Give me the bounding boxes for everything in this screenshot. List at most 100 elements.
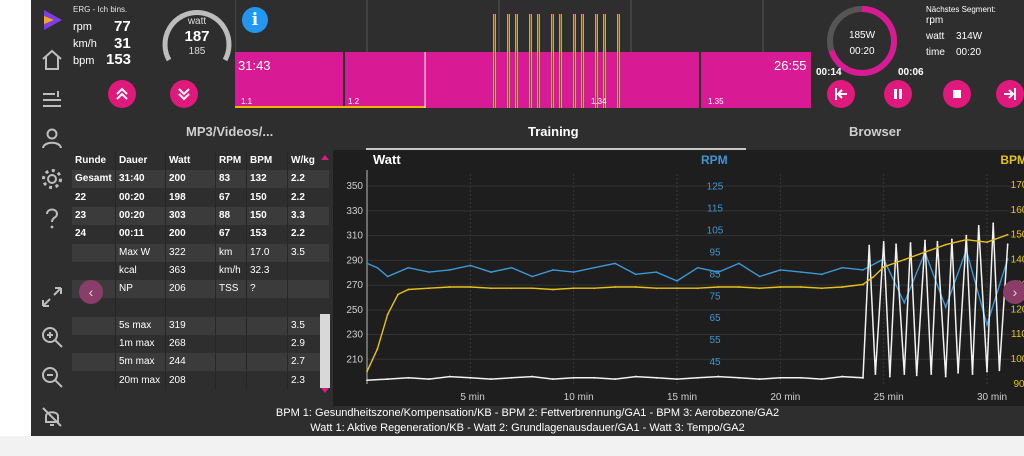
table-cell: 3.5 (287, 316, 329, 335)
segment-progress-ring (827, 6, 897, 76)
data-point-rpm (820, 273, 823, 276)
table-row: NP 206 TSS? (72, 280, 329, 299)
workout-profile: 31:43 26:55 1.1 1.2 1.34 1.35 (234, 0, 811, 112)
table-header-row: Runde Dauer Watt RPM BPM W/kg (72, 152, 329, 170)
table-cell: Max W (115, 243, 165, 262)
help-icon[interactable] (40, 206, 64, 230)
watt-tick-label: 330 (346, 206, 363, 217)
table-cell (287, 298, 329, 317)
table-cell (72, 262, 115, 280)
data-point-watt (407, 376, 410, 379)
table-row: Max W 322 km 17.0 3.5 (72, 243, 329, 262)
data-point-watt (634, 375, 637, 378)
table-cell (246, 335, 287, 353)
zoom-out-icon[interactable] (40, 365, 64, 389)
table-cell: ? (246, 280, 287, 299)
data-point-watt (366, 379, 368, 382)
data-point-watt (909, 242, 912, 244)
table-cell: 2.2 (287, 188, 329, 207)
data-point-bpm (510, 287, 513, 290)
table-scrollbar[interactable] (320, 314, 330, 388)
previous-page-button[interactable]: ‹ (79, 280, 103, 304)
decrease-power-button[interactable] (170, 80, 198, 108)
data-point-bpm (820, 287, 823, 290)
previous-segment-button[interactable] (827, 80, 855, 108)
data-point-bpm (1006, 233, 1009, 236)
data-point-watt (986, 370, 988, 373)
notifications-off-icon[interactable] (40, 405, 64, 429)
table-cell (72, 353, 115, 371)
table-cell: kcal (115, 261, 165, 280)
tab-training[interactable]: Training (528, 124, 579, 139)
zoom-in-icon[interactable] (40, 325, 64, 349)
data-point-bpm (448, 286, 451, 288)
table-cell: 32.3 (246, 261, 287, 280)
expand-icon[interactable] (40, 285, 64, 309)
bpm-tick-label: 140 (1011, 255, 1024, 266)
table-cell: 268 (165, 335, 215, 353)
gauge-target: 185 (188, 46, 206, 57)
table-header-cell: Runde (75, 155, 107, 166)
next-time-value: 00:20 (956, 47, 982, 58)
table-cell (215, 353, 246, 372)
data-point-rpm (552, 269, 554, 271)
data-point-watt (977, 224, 980, 227)
table-cell: 24 (75, 228, 87, 240)
tab-browser[interactable]: Browser (849, 124, 902, 139)
table-cell: 1m max (115, 335, 165, 353)
table-cell: 2.9 (287, 335, 329, 353)
data-point-bpm (696, 287, 699, 290)
chart-background (333, 150, 1024, 406)
data-point-rpm (696, 266, 699, 269)
next-segment-button[interactable] (996, 80, 1024, 108)
table-cell: 5m max (115, 353, 165, 372)
data-point-watt (552, 378, 554, 380)
table-cell: 150 (246, 188, 287, 207)
watt-tick-label: 290 (346, 255, 363, 266)
bpm-tick-label: 150 (1011, 230, 1024, 241)
data-point-rpm (655, 271, 658, 274)
table-cell (72, 372, 115, 390)
table-cell: km/h (215, 261, 246, 280)
data-point-watt (957, 371, 959, 374)
next-watt-value: 314W (956, 31, 983, 42)
data-point-rpm (386, 275, 389, 278)
info-button[interactable]: i (242, 7, 268, 33)
app-logo-icon[interactable] (40, 8, 64, 32)
scroll-up-arrow[interactable] (321, 155, 329, 160)
data-point-watt (841, 375, 844, 378)
data-point-watt (531, 375, 534, 378)
pause-button[interactable] (884, 80, 912, 108)
x-tick-label: 20 min (770, 392, 800, 403)
settings-gear-icon[interactable] (40, 167, 64, 191)
data-point-watt (614, 378, 616, 380)
data-point-rpm (986, 323, 988, 326)
next-page-button[interactable]: › (1003, 280, 1024, 304)
data-point-watt (738, 376, 740, 379)
home-icon[interactable] (40, 48, 64, 72)
data-point-watt (593, 376, 596, 379)
profile-icon[interactable] (40, 126, 64, 150)
stop-button[interactable] (943, 80, 971, 108)
data-point-watt (930, 373, 933, 376)
data-point-rpm (428, 271, 430, 274)
increase-power-button[interactable] (108, 80, 136, 108)
table-cell: 2.2 (287, 225, 329, 244)
table-cell (287, 261, 329, 280)
data-point-rpm (531, 275, 534, 278)
data-point-watt (779, 376, 782, 379)
data-point-watt (998, 369, 1001, 372)
data-point-watt (448, 375, 451, 378)
rpm-tick-label: 85 (709, 269, 721, 280)
table-cell: 303 (165, 206, 215, 225)
tab-media[interactable]: MP3/Videos/... (186, 124, 274, 139)
scroll-down-arrow[interactable] (321, 388, 329, 393)
bpm-tick-label: 100 (1011, 354, 1024, 365)
data-point-watt (676, 378, 678, 380)
heartrate-value: 153 (106, 51, 132, 68)
table-cell: 200 (165, 170, 215, 189)
workout-list-icon[interactable] (40, 88, 64, 112)
elapsed-time: 31:43 (238, 58, 271, 73)
tab-underline (366, 148, 746, 150)
